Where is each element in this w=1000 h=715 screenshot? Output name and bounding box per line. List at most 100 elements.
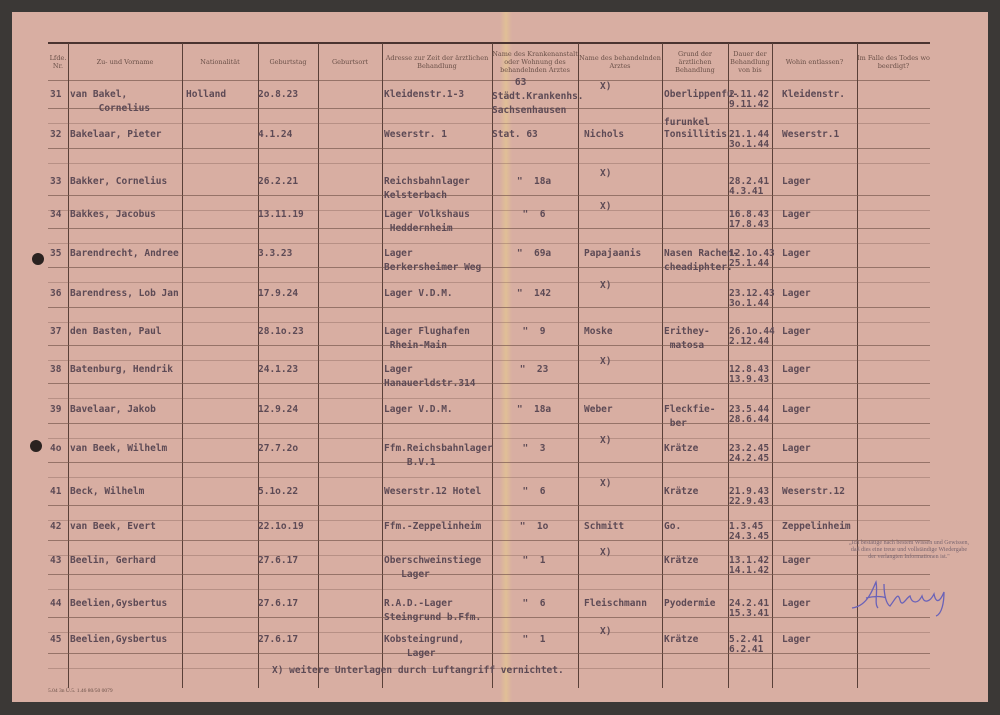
cell-nr: 45: [50, 634, 62, 645]
cell-nr: 42: [50, 521, 62, 532]
cell-to-where: Lager: [782, 364, 811, 375]
cell-addr: Lager V.D.M.: [384, 404, 453, 415]
cell-reason: Tonsillitis: [664, 129, 727, 140]
cell-name: Bakkes, Jacobus: [70, 209, 156, 220]
cell-reason: Nasen Rachen- cheadiphter.: [664, 248, 739, 273]
cell-to-where: Lager: [782, 176, 811, 187]
row-rule: [48, 243, 930, 244]
cell-name: Beck, Wilhelm: [70, 486, 145, 497]
cell-to-where: Lager: [782, 209, 811, 220]
column-header: Grund der ärztlichen Behandlung: [675, 50, 715, 74]
cell-hosp: " 9: [522, 326, 546, 337]
cell-to: 14.1.42: [729, 565, 770, 576]
cell-doctor: Moske: [584, 326, 613, 337]
column-divider: [68, 43, 69, 688]
cell-to: 13.9.43: [729, 374, 770, 385]
cell-addr: Reichsbahnlager Kelsterbach: [384, 176, 470, 201]
row-rule: [48, 228, 930, 229]
column-header: Im Falle des Todes wo beerdigt?: [857, 54, 930, 70]
cell-nr: 36: [50, 288, 62, 299]
cell-hosp: " 18a: [516, 404, 552, 415]
cell-to-where: Lager: [782, 404, 811, 415]
cell-reason: Krätze: [664, 443, 699, 454]
cell-addr: Ffm.-Zeppelinheim: [384, 521, 482, 532]
cell-born: 28.1o.23: [258, 326, 304, 337]
column-divider: [182, 43, 183, 688]
cell-nr: 44: [50, 598, 62, 609]
cell-addr: Lager Berkersheimer Weg: [384, 248, 482, 273]
cell-name: van Beek, Evert: [70, 521, 156, 532]
cell-to: 24.2.45: [729, 453, 770, 464]
cell-from: 21.9.43: [729, 486, 770, 497]
row-rule: [48, 195, 930, 196]
cell-from: 13.1.42: [729, 555, 770, 566]
column-divider: [578, 43, 579, 688]
row-rule: [48, 108, 930, 109]
cell-nr: 41: [50, 486, 62, 497]
column-header: Name des Krankenanstalt oder Wohnung des…: [492, 50, 578, 74]
punch-hole: [32, 253, 44, 265]
column-header: Lfde. Nr.: [49, 54, 67, 70]
row-rule: [48, 398, 930, 399]
cell-to: 22.9.43: [729, 496, 770, 507]
cell-to-where: Weserstr.1: [782, 129, 840, 140]
row-rule: [48, 438, 930, 439]
row-rule: [48, 307, 930, 308]
cell-born: 12.9.24: [258, 404, 299, 415]
column-divider: [492, 43, 493, 688]
cell-from: 24.2.41: [729, 598, 770, 609]
cell-reason: Go.: [664, 521, 682, 532]
cell-addr: Ffm.Reichsbahnlager B.V.1: [384, 443, 493, 468]
column-header: Dauer der Behandlung von bis: [730, 50, 770, 74]
column-header: Zu- und Vorname: [96, 58, 154, 66]
cell-name: van Beek, Wilhelm: [70, 443, 168, 454]
cell-reason: Krätze: [664, 634, 699, 645]
cell-reason: Pyodermie: [664, 598, 716, 609]
column-divider: [382, 43, 383, 688]
cell-name: Bavelaar, Jakob: [70, 404, 156, 415]
column-divider: [258, 43, 259, 688]
document-page: [12, 12, 988, 702]
cell-addr: Oberschweinstiege Lager: [384, 555, 482, 580]
cell-addr: Lager V.D.M.: [384, 288, 453, 299]
cell-to-where: Lager: [782, 634, 811, 645]
cell-to-where: Weserstr.12: [782, 486, 845, 497]
cell-born: 27.7.2o: [258, 443, 299, 454]
cell-from: 23.5.44: [729, 404, 770, 415]
row-rule: [48, 360, 930, 361]
cell-hosp: " 23: [519, 364, 549, 375]
cell-to-where: Lager: [782, 555, 811, 566]
cell-from: 2.11.42: [729, 89, 770, 100]
cell-nr: 39: [50, 404, 62, 415]
cell-hosp: " 1: [522, 555, 546, 566]
cell-name: Bakker, Cornelius: [70, 176, 168, 187]
cell-hosp: " 142: [516, 288, 552, 299]
cell-doctor: X): [600, 435, 612, 446]
row-rule: [48, 163, 930, 164]
column-header: Adresse zur Zeit der ärztlichen Behandlu…: [385, 54, 489, 70]
cell-name: Barendrecht, Andree: [70, 248, 179, 259]
cell-name: Barendress, Lob Jan: [70, 288, 179, 299]
cell-from: 23.12.43: [729, 288, 775, 299]
cell-born: 27.6.17: [258, 634, 299, 645]
row-rule: [48, 540, 930, 541]
cell-to: 4.3.41: [729, 186, 764, 197]
row-rule: [48, 345, 930, 346]
cell-nr: 43: [50, 555, 62, 566]
cell-born: 22.1o.19: [258, 521, 304, 532]
cell-doctor: X): [600, 168, 612, 179]
cell-name: Batenburg, Hendrik: [70, 364, 173, 375]
cell-reason: Oberlippenfu- furunkel: [664, 89, 739, 128]
cell-hosp: " 1o: [519, 521, 549, 532]
paper-fold: [500, 12, 512, 702]
column-header: Nationalität: [200, 58, 240, 66]
footnote: X) weitere Unterlagen durch Luftangriff …: [272, 665, 564, 676]
row-rule: [48, 505, 930, 506]
cell-to-where: Lager: [782, 326, 811, 337]
cell-name: Beelien,Gysbertus: [70, 598, 168, 609]
column-divider: [662, 43, 663, 688]
column-divider: [728, 43, 729, 688]
row-rule: [48, 653, 930, 654]
cell-reason: Fleckfie- ber: [664, 404, 716, 429]
cell-doctor: X): [600, 547, 612, 558]
